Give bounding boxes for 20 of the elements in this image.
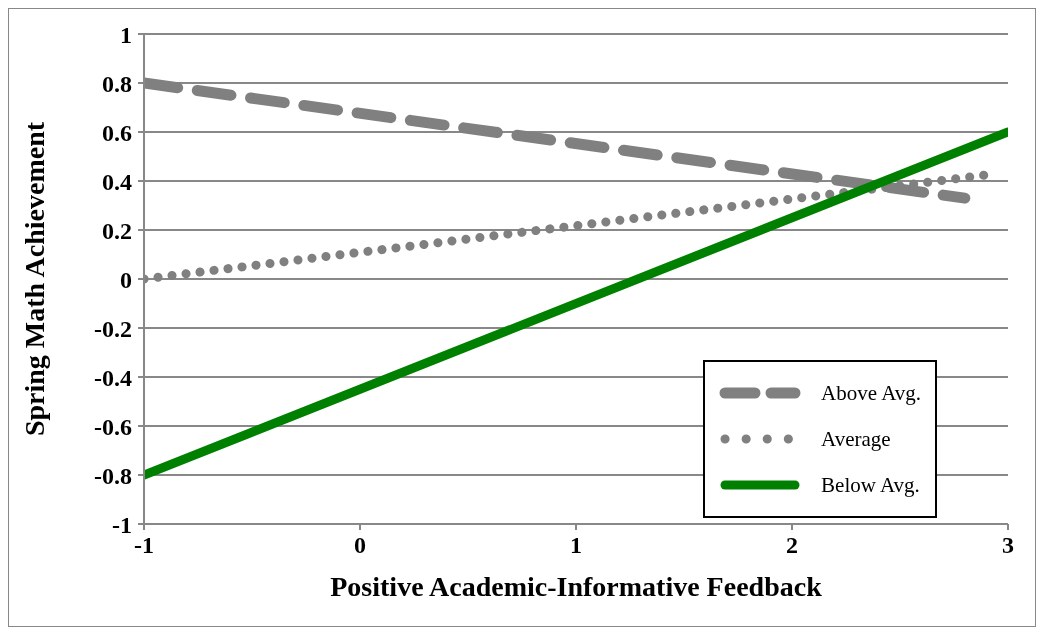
y-tick-label: -0.2 xyxy=(94,315,132,342)
y-tick-label: 0.6 xyxy=(102,119,132,146)
x-tick-label: 0 xyxy=(354,532,366,559)
y-tick-label: 0.8 xyxy=(102,70,132,97)
x-tick-label: 2 xyxy=(786,532,798,559)
legend-label: Average xyxy=(821,426,891,452)
x-tick-label: 3 xyxy=(1002,532,1014,559)
y-tick-label: -1 xyxy=(112,511,132,538)
y-tick-label: -0.8 xyxy=(94,462,132,489)
x-axis-title: Positive Academic-Informative Feedback xyxy=(330,571,823,602)
y-tick-label: 1 xyxy=(120,21,132,48)
y-tick-label: 0.4 xyxy=(102,168,132,195)
y-tick-label: 0 xyxy=(120,266,132,293)
y-axis-title: Spring Math Achievement xyxy=(18,121,50,437)
y-tick-label: 0.2 xyxy=(102,217,132,244)
y-tick-label: -0.4 xyxy=(94,364,132,391)
y-tick-label: -0.6 xyxy=(94,413,132,440)
x-tick-label: 1 xyxy=(570,532,582,559)
legend-label: Below Avg. xyxy=(821,472,920,498)
legend-label: Above Avg. xyxy=(821,380,921,406)
